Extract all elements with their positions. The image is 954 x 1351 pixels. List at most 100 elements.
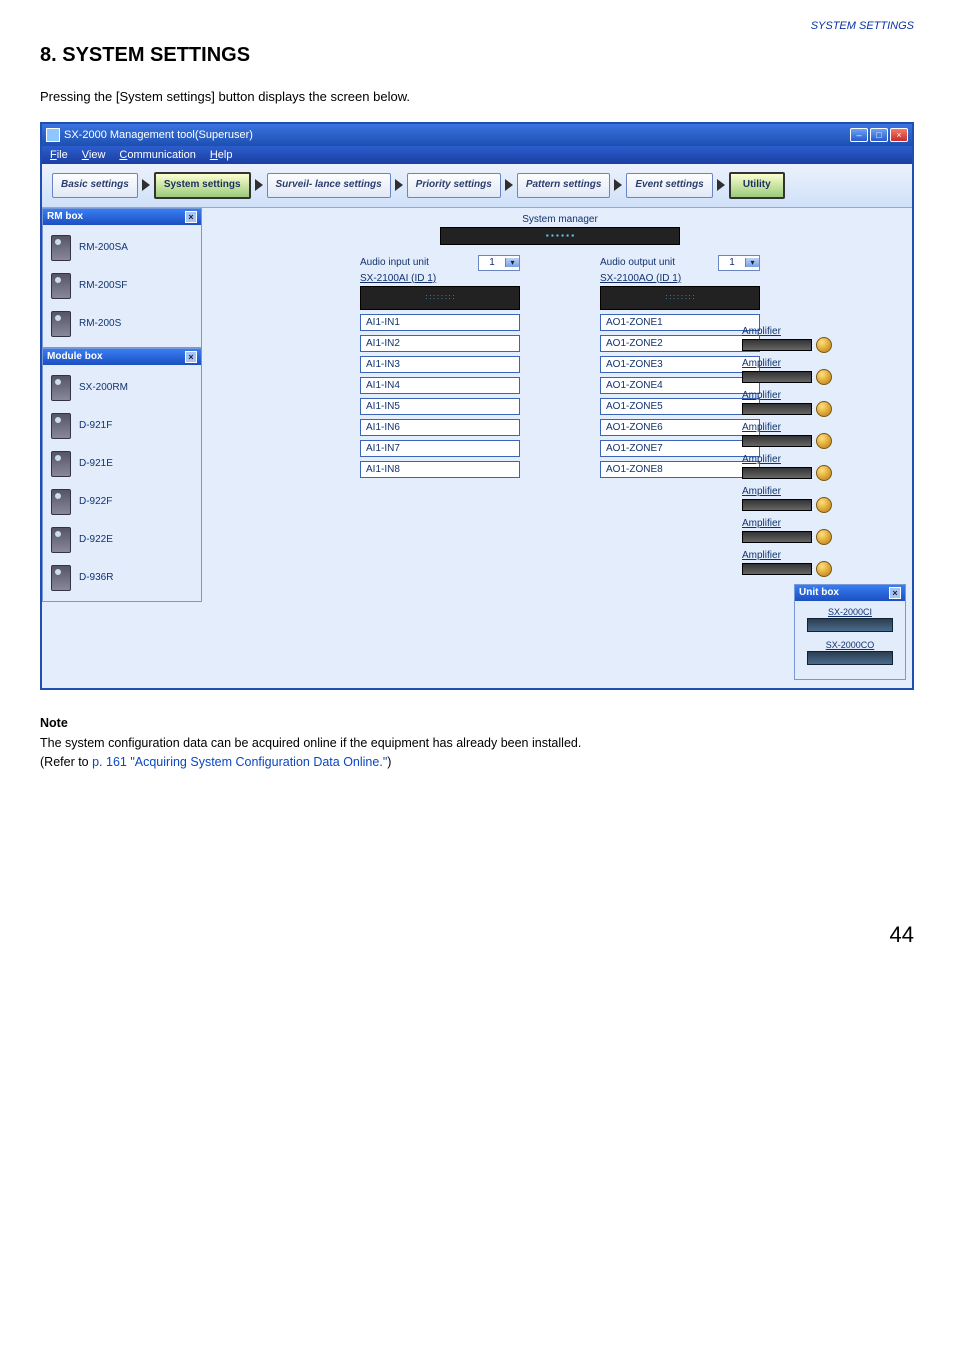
amplifier-label: Amplifier: [742, 422, 781, 433]
output-channel[interactable]: AO1-ZONE8: [600, 461, 760, 478]
rm-item[interactable]: RM-200SF: [47, 267, 197, 305]
pattern-settings-button[interactable]: Pattern settings: [517, 173, 611, 198]
device-icon: [51, 451, 71, 477]
input-unit-id: SX-2100AI (ID 1): [360, 273, 520, 284]
input-channel[interactable]: AI1-IN6: [360, 419, 520, 436]
module-item[interactable]: SX-200RM: [47, 369, 197, 407]
rm-item[interactable]: RM-200S: [47, 305, 197, 343]
amplifier-label: Amplifier: [742, 550, 781, 561]
system-manager-rack: ▪ ▪ ▪ ▪ ▪ ▪: [440, 227, 680, 245]
utility-button[interactable]: Utility: [729, 172, 785, 199]
device-icon: [51, 311, 71, 337]
device-label: D-921F: [79, 420, 112, 431]
module-item[interactable]: D-922F: [47, 483, 197, 521]
note-line1: The system configuration data can be acq…: [40, 736, 581, 750]
close-button[interactable]: ×: [890, 128, 908, 142]
amplifier-column: Amplifier Amplifier Amplifier Amplifier: [742, 326, 832, 577]
amplifier-item[interactable]: Amplifier: [742, 550, 832, 577]
amplifier-label: Amplifier: [742, 454, 781, 465]
amplifier-label: Amplifier: [742, 390, 781, 401]
audio-input-selector[interactable]: 1 ▾: [478, 255, 520, 271]
amplifier-item[interactable]: Amplifier: [742, 326, 832, 353]
module-item[interactable]: D-921E: [47, 445, 197, 483]
amplifier-item[interactable]: Amplifier: [742, 486, 832, 513]
device-label: D-922E: [79, 534, 113, 545]
input-channel[interactable]: AI1-IN3: [360, 356, 520, 373]
note-link[interactable]: p. 161 "Acquiring System Configuration D…: [92, 755, 387, 769]
unit-item[interactable]: SX-2000CO: [799, 640, 901, 665]
output-channel[interactable]: AO1-ZONE5: [600, 398, 760, 415]
input-channel[interactable]: AI1-IN5: [360, 398, 520, 415]
maximize-button[interactable]: □: [870, 128, 888, 142]
device-label: RM-200SA: [79, 242, 128, 253]
note-block: Note The system configuration data can b…: [40, 714, 914, 772]
knob-icon: [816, 529, 832, 545]
menu-help[interactable]: Help: [210, 149, 233, 161]
surveillance-settings-button[interactable]: Surveil- lance settings: [267, 173, 391, 198]
output-channel[interactable]: AO1-ZONE4: [600, 377, 760, 394]
app-body: RM box × RM-200SA RM-200SF: [42, 208, 912, 688]
panel-close-icon[interactable]: ×: [185, 351, 197, 363]
rm-item[interactable]: RM-200SA: [47, 229, 197, 267]
amplifier-item[interactable]: Amplifier: [742, 358, 832, 385]
output-channel[interactable]: AO1-ZONE7: [600, 440, 760, 457]
note-heading: Note: [40, 714, 914, 733]
device-label: RM-200S: [79, 318, 121, 329]
amplifier-item[interactable]: Amplifier: [742, 422, 832, 449]
amplifier-bar-icon: [742, 531, 812, 543]
knob-icon: [816, 433, 832, 449]
device-label: D-922F: [79, 496, 112, 507]
panel-close-icon[interactable]: ×: [185, 211, 197, 223]
system-manager-label: System manager: [218, 214, 902, 225]
output-channel[interactable]: AO1-ZONE3: [600, 356, 760, 373]
menu-file[interactable]: File: [50, 149, 68, 161]
amplifier-item[interactable]: Amplifier: [742, 390, 832, 417]
device-label: RM-200SF: [79, 280, 127, 291]
menu-communication[interactable]: Communication: [119, 149, 195, 161]
arrow-icon: [614, 179, 622, 191]
unit-bar-icon: [807, 618, 893, 632]
basic-settings-button[interactable]: Basic settings: [52, 173, 138, 198]
input-channel[interactable]: AI1-IN8: [360, 461, 520, 478]
system-settings-button[interactable]: System settings: [154, 172, 251, 199]
knob-icon: [816, 401, 832, 417]
minimize-button[interactable]: –: [850, 128, 868, 142]
output-channel[interactable]: AO1-ZONE6: [600, 419, 760, 436]
unit-box-title: Unit box: [799, 587, 839, 598]
device-icon: [51, 527, 71, 553]
output-channel[interactable]: AO1-ZONE2: [600, 335, 760, 352]
amplifier-label: Amplifier: [742, 358, 781, 369]
panel-close-icon[interactable]: ×: [889, 587, 901, 599]
menu-view[interactable]: View: [82, 149, 106, 161]
input-channel[interactable]: AI1-IN1: [360, 314, 520, 331]
event-settings-button[interactable]: Event settings: [626, 173, 712, 198]
amplifier-item[interactable]: Amplifier: [742, 518, 832, 545]
audio-output-selector[interactable]: 1 ▾: [718, 255, 760, 271]
input-channel[interactable]: AI1-IN2: [360, 335, 520, 352]
output-unit-id: SX-2100AO (ID 1): [600, 273, 760, 284]
device-icon: [51, 413, 71, 439]
header-label: SYSTEM SETTINGS: [40, 20, 914, 32]
audio-input-column: Audio input unit 1 ▾ SX-2100AI (ID 1) : …: [360, 255, 520, 482]
output-channel[interactable]: AO1-ZONE1: [600, 314, 760, 331]
amplifier-item[interactable]: Amplifier: [742, 454, 832, 481]
amplifier-label: Amplifier: [742, 518, 781, 529]
module-item[interactable]: D-922E: [47, 521, 197, 559]
input-channel[interactable]: AI1-IN4: [360, 377, 520, 394]
priority-settings-button[interactable]: Priority settings: [407, 173, 501, 198]
module-box-panel: Module box × SX-200RM D-921F: [42, 348, 202, 602]
amplifier-bar-icon: [742, 371, 812, 383]
device-icon: [51, 489, 71, 515]
page-number: 44: [40, 922, 914, 948]
chevron-down-icon[interactable]: ▾: [745, 258, 759, 267]
input-channel[interactable]: AI1-IN7: [360, 440, 520, 457]
module-item[interactable]: D-921F: [47, 407, 197, 445]
device-label: D-936R: [79, 572, 113, 583]
app-window: SX-2000 Management tool(Superuser) – □ ×…: [40, 122, 914, 690]
unit-item[interactable]: SX-2000CI: [799, 607, 901, 632]
chevron-down-icon[interactable]: ▾: [505, 258, 519, 267]
device-icon: [51, 565, 71, 591]
knob-icon: [816, 369, 832, 385]
knob-icon: [816, 561, 832, 577]
module-item[interactable]: D-936R: [47, 559, 197, 597]
